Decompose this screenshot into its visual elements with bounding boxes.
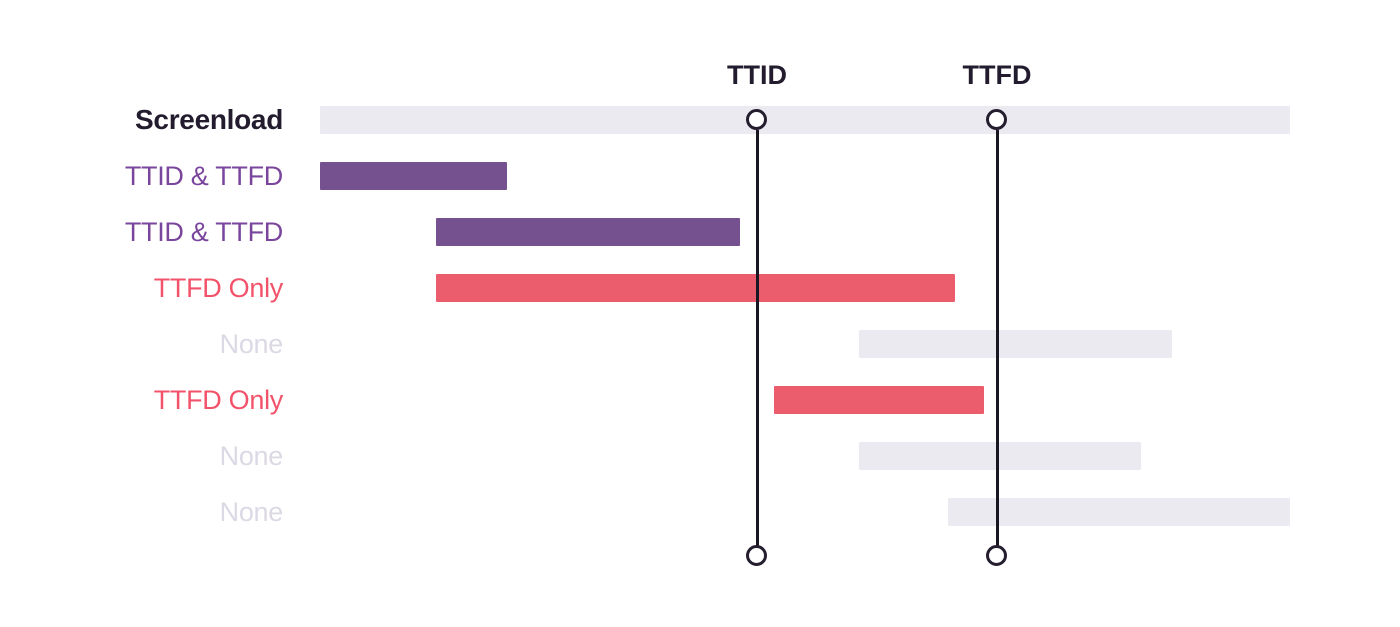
row-label-none-2: None (219, 441, 284, 471)
ttid-top-circle-marker (746, 109, 767, 130)
bar-none-3 (948, 498, 1290, 526)
row-label-ttfd-only-1: TTFD Only (153, 273, 284, 303)
bar-none-2 (859, 442, 1141, 470)
row-label-screenload: Screenload (135, 104, 283, 135)
bar-ttid-ttfd-2 (436, 218, 740, 246)
row-label-none-3: None (219, 497, 284, 527)
ttid-bottom-circle-marker (746, 545, 767, 566)
bar-ttid-ttfd-1 (320, 162, 507, 190)
ttfd-marker-label: TTFD (962, 60, 1032, 90)
row-label-ttid-ttfd-2: TTID & TTFD (124, 217, 283, 247)
row-label-ttfd-only-2: TTFD Only (153, 385, 284, 415)
ttfd-bottom-circle-marker (986, 545, 1007, 566)
bar-screenload-track (320, 106, 1290, 134)
bar-ttfd-only-1 (436, 274, 955, 302)
bar-none-1 (859, 330, 1172, 358)
ttfd-marker-line (995, 130, 999, 546)
ttfd-top-circle-marker (986, 109, 1007, 130)
row-label-none-1: None (219, 329, 284, 359)
ttid-marker-label: TTID (727, 60, 787, 90)
ttid-marker-line (755, 130, 759, 546)
bar-ttfd-only-2 (774, 386, 984, 414)
row-label-ttid-ttfd-1: TTID & TTFD (124, 161, 283, 191)
